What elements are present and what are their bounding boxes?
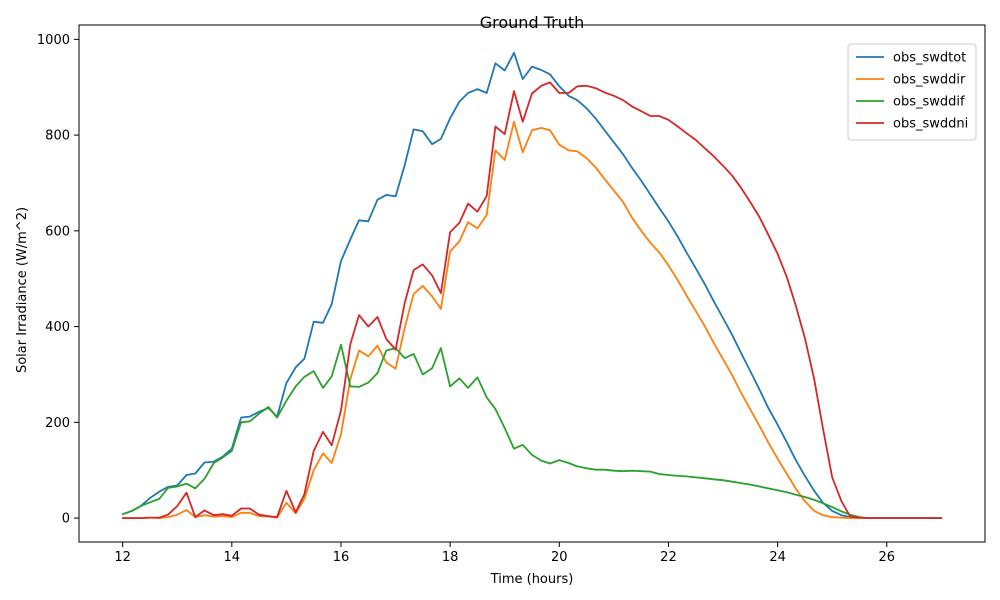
y-axis-label: Solar Irradiance (W/m^2) [15, 207, 30, 373]
series-layer [121, 51, 943, 519]
x-tick-label: 16 [333, 550, 350, 565]
legend-label: obs_swddni [893, 117, 968, 132]
series-line-obs_swdtot [121, 51, 943, 519]
y-tick-label: 400 [45, 320, 70, 335]
x-tick-label: 26 [878, 550, 895, 565]
y-tick-label: 200 [45, 416, 70, 431]
plot-frame [78, 24, 986, 543]
x-tick-label: 24 [769, 550, 786, 565]
legend-label: obs_swddir [893, 73, 966, 88]
legend-label: obs_swddif [893, 95, 965, 110]
x-axis-ticks: 12 14 16 18 20 22 24 26 [114, 542, 895, 565]
series-line-obs_swddir [121, 120, 943, 519]
y-tick-label: 0 [62, 512, 70, 527]
legend: obs_swdtot obs_swddir obs_swddif obs_swddni [847, 43, 977, 141]
y-tick-label: 1000 [37, 33, 70, 48]
x-tick-label: 12 [114, 550, 131, 565]
legend-box [847, 43, 977, 141]
x-tick-label: 18 [442, 550, 459, 565]
legend-label: obs_swdtot [893, 51, 966, 66]
x-tick-label: 14 [224, 550, 241, 565]
x-tick-label: 20 [551, 550, 568, 565]
x-tick-label: 22 [660, 550, 677, 565]
series-line-obs_swddni [121, 81, 943, 519]
x-axis-label: Time (hours) [490, 572, 574, 587]
series-line-obs_swddif [121, 343, 943, 519]
y-axis-ticks: 0 200 400 600 800 1000 [37, 33, 79, 527]
y-tick-label: 800 [45, 129, 70, 144]
chart-title: Ground Truth [480, 13, 585, 32]
y-tick-label: 600 [45, 224, 70, 239]
